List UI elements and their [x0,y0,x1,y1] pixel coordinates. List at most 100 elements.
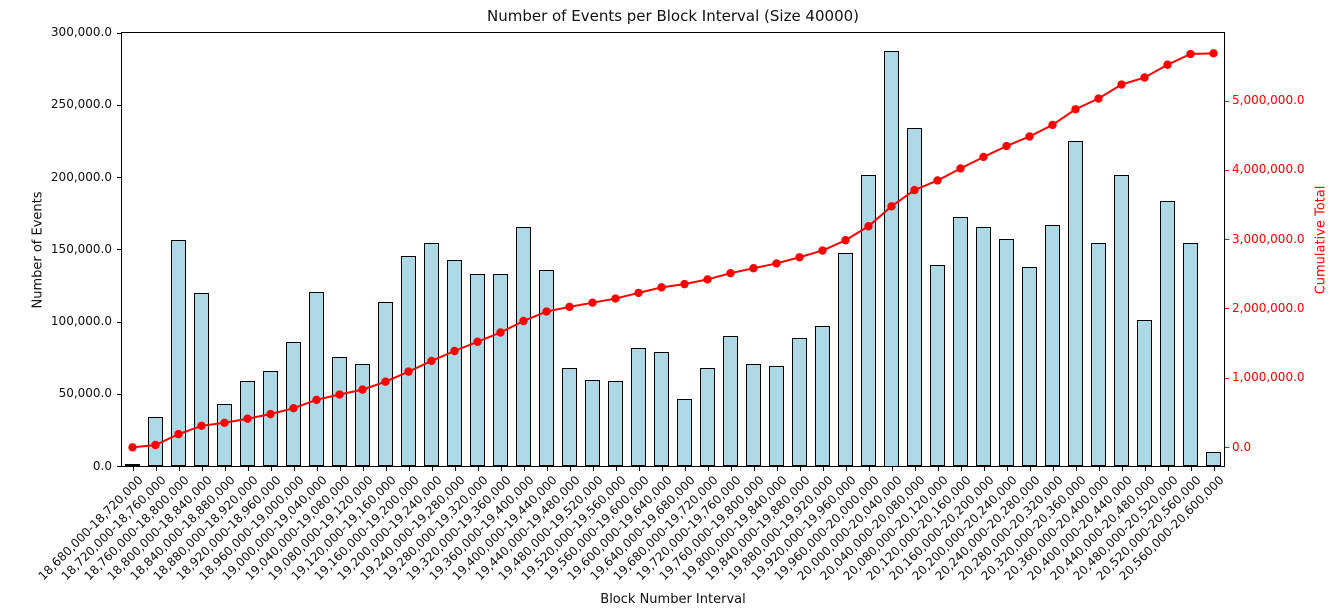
x-tick-mark [1006,467,1008,471]
bar [1137,319,1152,467]
bar [401,256,416,467]
x-tick-mark [546,467,548,471]
x-tick-mark [362,467,364,471]
x-tick-mark [224,467,226,471]
x-tick-mark [523,467,525,471]
bar [907,128,922,467]
x-tick-mark [822,467,824,471]
x-tick-mark [431,467,433,471]
right-tick-mark [1225,447,1229,448]
x-tick-mark [891,467,893,471]
left-tick-label: 250,000.0 [50,97,112,112]
right-y-axis-label: Cumulative Total [1313,185,1329,295]
right-tick-label: 4,000,000.0 [1232,162,1305,177]
x-tick-mark [316,467,318,471]
x-tick-mark [914,467,916,471]
left-tick-mark [117,249,121,251]
left-tick-label: 100,000.0 [50,314,112,328]
x-tick-mark [569,467,571,471]
bar [125,463,140,467]
bar [700,368,715,467]
x-tick-mark [592,467,594,471]
bar [217,403,232,467]
bar [516,226,531,467]
bar [286,342,301,467]
right-tick-mark [1225,169,1229,171]
x-tick-mark [1075,467,1077,471]
x-tick-mark [339,467,341,471]
x-tick-mark [385,467,387,471]
left-tick-label: 300,000.0 [50,25,112,39]
x-tick-mark [753,467,755,471]
x-tick-mark [960,467,962,471]
bar [1045,225,1060,467]
x-tick-mark [776,467,778,471]
bar [539,269,554,467]
right-tick-label: 1,000,000.0 [1232,370,1305,385]
bar [309,291,324,467]
bar [263,371,278,467]
x-axis-label: Block Number Interval [600,592,746,607]
bar [562,368,577,467]
x-tick-mark [1121,467,1123,471]
left-tick-mark [117,104,121,106]
bar [1160,200,1175,467]
x-tick-mark [615,467,617,471]
bar [861,174,876,467]
bar [1183,242,1198,467]
x-tick-mark [937,467,939,471]
left-tick-mark [117,393,121,395]
left-tick-mark [117,466,121,467]
bar [953,216,968,467]
right-tick-label: 0.0 [1232,439,1252,454]
bar [148,417,163,467]
x-tick-mark [684,467,686,471]
x-tick-mark [868,467,870,471]
bar [608,380,623,467]
left-tick-mark [117,321,121,323]
x-tick-mark [132,467,134,471]
x-tick-mark [799,467,801,471]
left-tick-label: 150,000.0 [50,241,112,256]
right-tick-label: 5,000,000.0 [1232,93,1305,107]
x-tick-mark [1052,467,1054,471]
bar [746,363,761,467]
x-tick-mark [1029,467,1031,471]
bar [1091,242,1106,467]
left-tick-label: 50,000.0 [58,386,112,401]
bar [1022,267,1037,467]
x-tick-mark [638,467,640,471]
bar [493,273,508,467]
left-tick-mark [117,177,121,178]
x-tick-mark [155,467,157,471]
bar [332,356,347,467]
x-tick-mark [845,467,847,471]
x-tick-mark [983,467,985,471]
left-tick-mark [117,32,121,34]
x-tick-mark [1167,467,1169,471]
x-tick-mark [454,467,456,471]
bar [999,238,1014,467]
right-tick-mark [1225,100,1229,102]
x-tick-mark [201,467,203,471]
x-tick-mark [178,467,180,471]
right-tick-label: 3,000,000.0 [1232,231,1305,246]
bar [884,51,899,467]
bar [677,398,692,467]
bar [240,381,255,467]
x-tick-mark [661,467,663,471]
x-tick-mark [408,467,410,471]
bar [654,351,669,467]
chart-title: Number of Events per Block Interval (Siz… [486,7,860,25]
bar [1068,140,1083,467]
right-tick-label: 2,000,000.0 [1232,300,1305,315]
bar [1114,174,1129,467]
bar [447,259,462,467]
bar [769,366,784,467]
bar [171,239,186,467]
bar [930,264,945,467]
x-tick-mark [1213,467,1215,471]
x-tick-mark [247,467,249,471]
bar [631,348,646,467]
bar [585,379,600,467]
